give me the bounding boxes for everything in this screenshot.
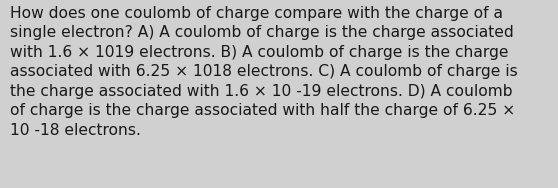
Text: How does one coulomb of charge compare with the charge of a
single electron? A) : How does one coulomb of charge compare w… [10,6,518,138]
